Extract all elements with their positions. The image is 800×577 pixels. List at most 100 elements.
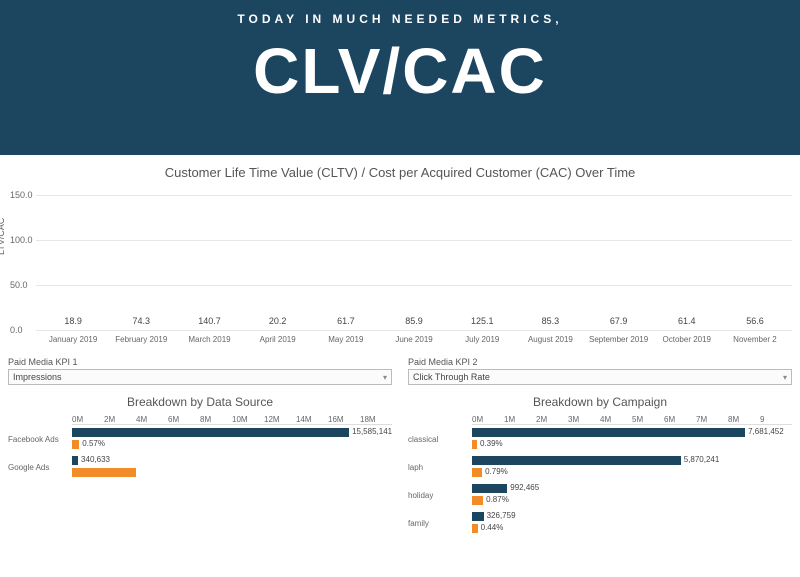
primary-bar-label: 992,465 [510,483,539,492]
xaxis-label: March 2019 [178,335,240,344]
top-chart-ylabel: LTV/CAC [0,218,6,255]
row-label: Facebook Ads [8,425,72,453]
kpi-2-value: Click Through Rate [413,372,490,382]
left-chart-xaxis: 0M2M4M6M8M10M12M14M16M18M [72,415,392,425]
secondary-bar[interactable] [472,468,482,477]
xaxis-label: February 2019 [110,335,172,344]
ytick-label: 0.0 [10,325,23,335]
row-label: classical [408,425,472,453]
xtick-label: 16M [328,415,360,424]
row-label: laph [408,453,472,481]
primary-bar-label: 326,759 [487,511,516,520]
primary-bar-label: 15,585,141 [352,427,392,436]
secondary-bar[interactable] [472,496,483,505]
bars-container: 18.974.3140.720.261.785.9125.185.367.961… [36,186,792,330]
kpi-1-label: Paid Media KPI 1 [8,357,392,367]
row-bars: 992,4650.87% [472,481,792,509]
kpi-2: Paid Media KPI 2 Click Through Rate ▾ [400,355,800,391]
bar-value-label: 67.9 [591,316,647,326]
chart-row: holiday992,4650.87% [408,481,792,509]
xaxis-label: June 2019 [383,335,445,344]
xtick-label: 4M [600,415,632,424]
primary-bar[interactable] [472,512,484,521]
primary-bar-label: 7,681,452 [748,427,784,436]
row-bars: 15,585,141 0.57% [72,425,392,453]
row-bars: 7,681,452 0.39% [472,425,792,453]
bar-value-label: 18.9 [45,316,101,326]
bar-value-label: 20.2 [250,316,306,326]
left-chart-title: Breakdown by Data Source [8,395,392,409]
top-chart-title: Customer Life Time Value (CLTV) / Cost p… [8,165,792,180]
xtick-label: 7M [696,415,728,424]
bar-value-label: 85.3 [522,316,578,326]
primary-bar[interactable] [72,456,78,465]
xtick-label: 2M [536,415,568,424]
chart-row: classical 7,681,452 0.39% [408,425,792,453]
xtick-label: 6M [168,415,200,424]
kpi-2-select[interactable]: Click Through Rate ▾ [408,369,792,385]
right-chart-xaxis: 0M1M2M3M4M5M6M7M8M9 [472,415,792,425]
breakdown-by-data-source-chart: Breakdown by Data Source 0M2M4M6M8M10M12… [0,391,400,577]
xaxis-label: October 2019 [656,335,718,344]
bar-value-label: 140.7 [181,316,237,326]
secondary-bar-label: 0.57% [82,439,105,448]
primary-bar-label: 5,870,241 [684,455,720,464]
secondary-bar-label: 0.87% [486,495,509,504]
primary-bar[interactable] [472,484,507,493]
chart-row: Google Ads340,633 [8,453,392,481]
xtick-label: 4M [136,415,168,424]
chevron-down-icon: ▾ [783,373,787,382]
xtick-label: 9 [760,415,792,424]
right-chart-title: Breakdown by Campaign [408,395,792,409]
kpi-2-label: Paid Media KPI 2 [408,357,792,367]
top-chart-xaxis: January 2019 February 2019 March 2019 April… [36,335,792,344]
row-label: holiday [408,481,472,509]
secondary-bar[interactable] [72,440,79,449]
bar-value-label: 61.7 [318,316,374,326]
gridline [36,330,792,331]
bar-value-label: 61.4 [659,316,715,326]
bar-value-label: 56.6 [727,316,783,326]
banner-subtitle: TODAY IN MUCH NEEDED METRICS, [0,12,800,26]
xtick-label: 14M [296,415,328,424]
bar-value-label: 125.1 [454,316,510,326]
chart-row: family326,7590.44% [408,509,792,537]
xtick-label: 0M [472,415,504,424]
secondary-bar[interactable] [472,440,477,449]
xaxis-label: August 2019 [519,335,581,344]
primary-bar[interactable] [472,428,745,437]
bottom-charts-row: Breakdown by Data Source 0M2M4M6M8M10M12… [0,391,800,577]
row-bars: 326,759 0.44% [472,509,792,537]
xtick-label: 2M [104,415,136,424]
primary-bar[interactable] [472,456,681,465]
bar-value-label: 85.9 [386,316,442,326]
xtick-label: 6M [664,415,696,424]
row-bars: 5,870,241 0.79% [472,453,792,481]
secondary-bar[interactable] [72,468,136,477]
xaxis-label: July 2019 [451,335,513,344]
chart-row: laph 5,870,241 0.79% [408,453,792,481]
xtick-label: 18M [360,415,392,424]
xaxis-label: May 2019 [315,335,377,344]
xaxis-label: January 2019 [42,335,104,344]
kpi-1-value: Impressions [13,372,62,382]
chart-row: Facebook Ads 15,585,141 0.57% [8,425,392,453]
xtick-label: 5M [632,415,664,424]
xaxis-label: September 2019 [588,335,650,344]
kpi-selector-row: Paid Media KPI 1 Impressions ▾ Paid Medi… [0,355,800,391]
right-chart-rows: classical 7,681,452 0.39% laph 5,870,241 0.79… [408,425,792,537]
ytick-label: 100.0 [10,235,33,245]
xtick-label: 8M [200,415,232,424]
secondary-bar-label: 0.79% [485,467,508,476]
xtick-label: 8M [728,415,760,424]
secondary-bar-label: 0.39% [480,439,503,448]
kpi-1-select[interactable]: Impressions ▾ [8,369,392,385]
hero-banner: TODAY IN MUCH NEEDED METRICS, CLV/CAC [0,0,800,155]
xaxis-label: April 2019 [247,335,309,344]
primary-bar[interactable] [72,428,349,437]
xtick-label: 10M [232,415,264,424]
primary-bar-label: 340,633 [81,455,110,464]
kpi-1: Paid Media KPI 1 Impressions ▾ [0,355,400,391]
secondary-bar-label: 0.44% [481,523,504,532]
secondary-bar[interactable] [472,524,478,533]
